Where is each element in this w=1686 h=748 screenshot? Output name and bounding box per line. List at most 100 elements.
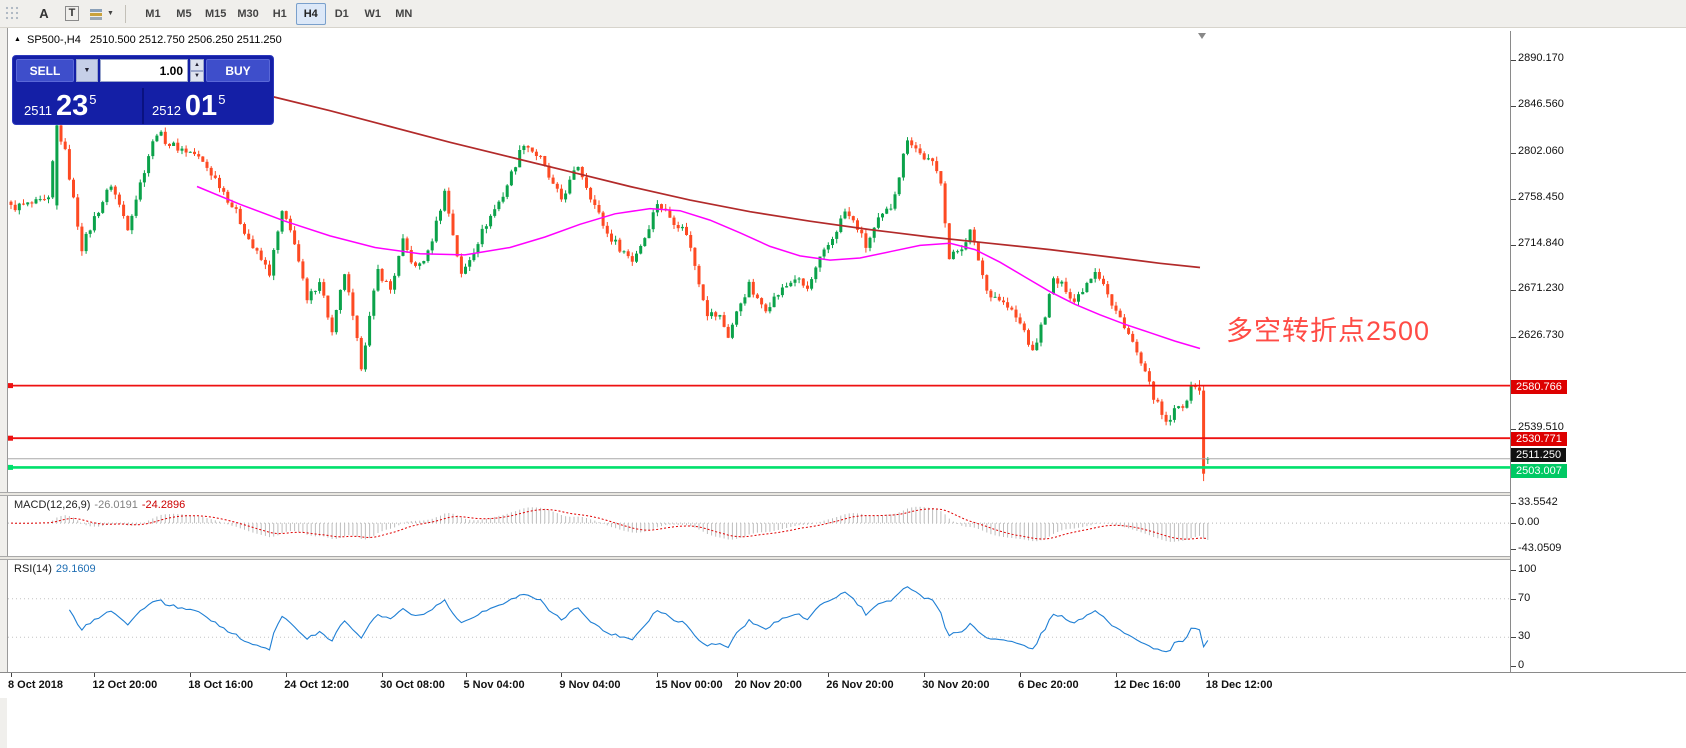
rsi-axis-label: 30	[1518, 630, 1531, 643]
chart-shift-marker-icon[interactable]	[1198, 33, 1206, 39]
macd-name: MACD(12,26,9)	[14, 499, 91, 511]
time-axis-label: 5 Nov 04:00	[463, 679, 525, 691]
time-axis-tick	[924, 673, 926, 677]
chevron-down-icon: ▼	[107, 10, 114, 17]
buy-button[interactable]: BUY	[206, 59, 270, 82]
window-left-border	[7, 28, 8, 697]
panel-separator[interactable]	[0, 556, 1686, 560]
current-price-badge: 2511.250	[1511, 447, 1567, 462]
line-handle[interactable]	[8, 435, 13, 441]
rsi-axis-tick	[1511, 666, 1516, 667]
timeframe-button-m5[interactable]: M5	[176, 7, 192, 20]
price-axis-label: 2539.510	[1518, 421, 1564, 433]
time-axis-tick	[1207, 673, 1209, 677]
candlestick-chart[interactable]	[8, 31, 1510, 492]
time-axis-label: 6 Dec 20:00	[1018, 679, 1079, 691]
timeframe-button-m1[interactable]: M1	[145, 7, 161, 20]
timeframe-button-h4[interactable]: H4	[295, 2, 326, 25]
time-axis-label: 8 Oct 2018	[8, 679, 64, 691]
time-axis-tick	[657, 673, 659, 677]
rsi-axis-label: 0	[1518, 659, 1525, 671]
timeframe-button-w1[interactable]: W1	[364, 7, 382, 20]
rsi-axis-label: 70	[1518, 591, 1531, 604]
time-axis-label: 12 Dec 16:00	[1114, 679, 1181, 691]
toolbar-separator	[124, 4, 126, 23]
time-axis-label: 12 Oct 20:00	[92, 679, 158, 691]
ask-price-prefix: 2512	[152, 103, 181, 118]
chart-symbol-period: SP500-,H4	[27, 34, 81, 46]
macd-panel[interactable]: MACD(12,26,9) -26.0191 -24.2896	[8, 496, 1510, 556]
volume-input[interactable]	[100, 59, 188, 82]
macd-axis-tick	[1511, 523, 1516, 525]
price-axis[interactable]: 2890.170 2846.560 2802.060 2758.450 2714.840…	[1511, 31, 1686, 697]
macd-signal-line	[10, 508, 1208, 540]
time-axis-label: 30 Oct 08:00	[380, 679, 445, 691]
time-axis-label: 26 Nov 20:00	[826, 679, 894, 691]
text-annotation-button[interactable]: A	[32, 3, 56, 25]
sell-button[interactable]: SELL	[16, 59, 74, 82]
macd-axis-label: 33.5542	[1518, 496, 1558, 508]
time-axis-tick	[94, 673, 96, 677]
macd-signal-value: -24.2896	[141, 499, 186, 511]
rsi-axis-tick	[1511, 570, 1516, 571]
chart-annotation-text[interactable]: 多空转折点2500	[1226, 316, 1431, 346]
timeframe-button-m30[interactable]: M30	[237, 7, 259, 20]
price-axis-border	[1510, 31, 1511, 697]
time-axis-tick	[828, 673, 830, 677]
timeframe-toolbar: M1 M5 M15 M30 H1 H4 D1 W1 MN	[138, 2, 420, 25]
price-axis-tick	[1511, 152, 1516, 154]
rsi-panel[interactable]: RSI(14) 29.1609	[8, 560, 1510, 672]
timeframe-button-m15[interactable]: M15	[204, 7, 227, 20]
volume-dropdown[interactable]: ▼	[76, 59, 98, 82]
candles	[9, 120, 1210, 482]
price-axis-tick	[1511, 290, 1516, 292]
time-axis-tick	[465, 673, 467, 677]
macd-axis-label: 0.00	[1518, 516, 1540, 529]
line-handle[interactable]	[8, 464, 13, 470]
rsi-axis-tick	[1511, 637, 1516, 639]
panel-separator[interactable]	[0, 492, 1686, 496]
main-chart[interactable]: ▲ SP500-,H4 2510.500 2512.750 2506.250 2…	[8, 31, 1510, 492]
price-axis-label: 2671.230	[1518, 282, 1564, 295]
sell-price-button[interactable]: 2511 235	[16, 92, 142, 124]
window-left-margin	[0, 28, 7, 748]
time-axis-tick	[286, 673, 288, 677]
time-axis-label: 18 Oct 16:00	[188, 679, 254, 691]
timeframe-button-h1[interactable]: H1	[272, 7, 287, 20]
price-axis-tick	[1511, 105, 1516, 107]
rsi-label: RSI(14) 29.1609	[14, 563, 96, 575]
volume-down-icon[interactable]: ▼	[190, 70, 204, 82]
rsi-name: RSI(14)	[14, 563, 52, 575]
time-axis-label: 20 Nov 20:00	[734, 679, 802, 691]
text-annotation-label: A	[39, 6, 49, 21]
volume-stepper[interactable]: ▲ ▼	[190, 59, 204, 82]
time-axis[interactable]: 8 Oct 2018 12 Oct 20:00 18 Oct 16:00 24 Oct…	[0, 672, 1686, 698]
chart-ohlc-values: 2510.500 2512.750 2506.250 2511.250	[89, 34, 282, 46]
toolbar-grip-icon[interactable]	[4, 4, 22, 24]
line-handle[interactable]	[8, 383, 13, 389]
toolbar: A T ▼ M1 M5 M15 M30 H1 H4 D1 W1 MN	[0, 0, 1686, 28]
time-axis-tick	[561, 673, 563, 677]
price-axis-label: 2626.730	[1518, 329, 1564, 342]
text-label-button[interactable]: T	[60, 3, 84, 25]
rsi-value: 29.1609	[55, 563, 96, 575]
timeframe-button-mn[interactable]: MN	[395, 7, 413, 20]
timeframe-button-d1[interactable]: D1	[334, 7, 349, 20]
price-axis-label: 2846.560	[1518, 97, 1564, 110]
macd-axis-label: -43.0509	[1518, 542, 1562, 554]
time-axis-tick	[736, 673, 738, 677]
macd-histogram	[14, 506, 1209, 542]
buy-price-button[interactable]: 2512 015	[144, 92, 270, 124]
price-axis-label: 2890.170	[1518, 52, 1564, 64]
volume-up-icon[interactable]: ▲	[190, 59, 204, 71]
time-axis-label: 9 Nov 04:00	[559, 679, 621, 691]
resistance-price-badge: 2580.766	[1511, 379, 1567, 394]
chart-styles-dropdown-button[interactable]: ▼	[88, 3, 115, 25]
time-axis-tick	[11, 673, 12, 677]
time-axis-tick	[1116, 673, 1117, 677]
bid-price-prefix: 2511	[24, 103, 52, 118]
ask-price-big: 01	[184, 90, 218, 122]
rsi-plot	[8, 586, 1510, 653]
